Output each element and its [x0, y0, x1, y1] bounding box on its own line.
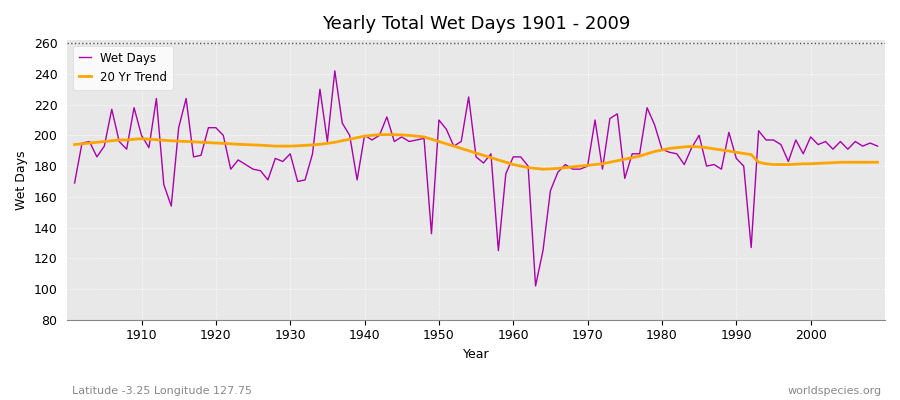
20 Yr Trend	[292, 144, 303, 148]
Wet Days	[612, 112, 623, 116]
Wet Days	[345, 133, 356, 138]
20 Yr Trend	[129, 137, 140, 142]
Wet Days	[69, 180, 80, 185]
Wet Days	[129, 105, 140, 110]
20 Yr Trend	[516, 164, 526, 168]
Wet Days	[530, 284, 541, 288]
20 Yr Trend	[612, 158, 623, 163]
Title: Yearly Total Wet Days 1901 - 2009: Yearly Total Wet Days 1901 - 2009	[322, 15, 630, 33]
20 Yr Trend	[69, 142, 80, 147]
Wet Days	[292, 179, 303, 184]
20 Yr Trend	[872, 160, 883, 165]
Wet Days	[508, 154, 518, 159]
Line: Wet Days: Wet Days	[75, 71, 878, 286]
Wet Days	[872, 144, 883, 148]
Text: worldspecies.org: worldspecies.org	[788, 386, 882, 396]
Y-axis label: Wet Days: Wet Days	[15, 150, 28, 210]
Legend: Wet Days, 20 Yr Trend: Wet Days, 20 Yr Trend	[73, 46, 173, 90]
X-axis label: Year: Year	[463, 348, 490, 361]
Wet Days	[516, 154, 526, 159]
20 Yr Trend	[508, 162, 518, 167]
20 Yr Trend	[374, 132, 385, 137]
Line: 20 Yr Trend: 20 Yr Trend	[75, 134, 878, 169]
20 Yr Trend	[337, 138, 347, 143]
20 Yr Trend	[537, 167, 548, 172]
Wet Days	[329, 68, 340, 73]
Text: Latitude -3.25 Longitude 127.75: Latitude -3.25 Longitude 127.75	[72, 386, 252, 396]
